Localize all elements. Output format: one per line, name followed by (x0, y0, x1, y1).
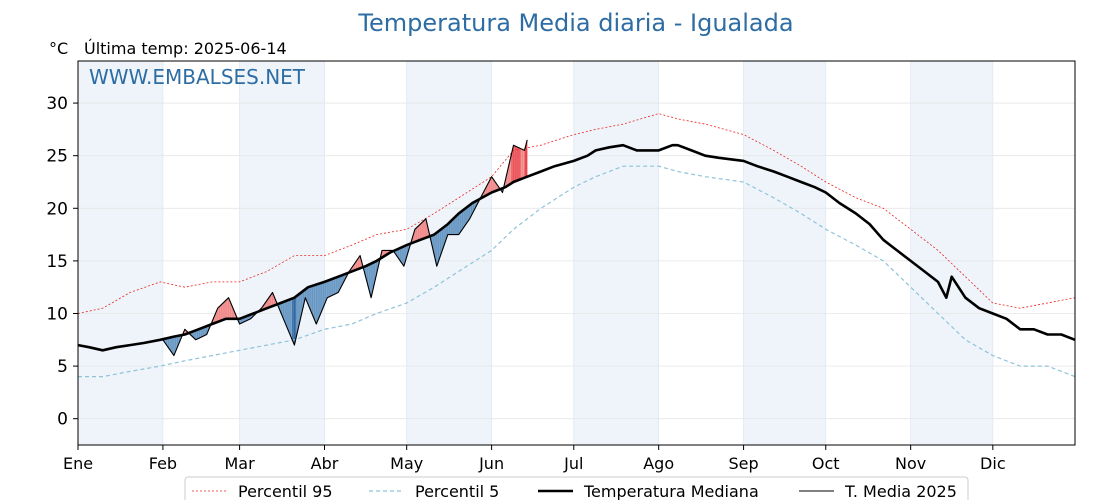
x-tick-label: Ago (643, 454, 674, 473)
anomaly-segment (332, 277, 335, 296)
x-axis-ticks: Ene Feb Mar Abr May Jun Jul Ago Sep Oct Nov Dic (63, 445, 1006, 473)
y-tick-label: 5 (57, 357, 68, 377)
anomaly-segment (328, 279, 332, 298)
month-band (573, 61, 659, 445)
month-band (910, 61, 993, 445)
anomaly-segment (221, 302, 224, 321)
anomaly-segment (288, 298, 291, 337)
anomaly-segment (219, 304, 222, 322)
anomaly-segment (520, 148, 523, 180)
legend-label: T. Media 2025 (844, 482, 957, 500)
anomaly-segment (516, 146, 520, 181)
month-band (239, 61, 325, 445)
anomaly-segment (316, 283, 319, 325)
month-band (78, 61, 163, 445)
anomaly-segment (222, 300, 226, 321)
anomaly-segment (327, 279, 330, 299)
y-tick-label: 25 (46, 147, 68, 167)
series-lines (77, 113, 1076, 378)
anomaly-segment (420, 221, 423, 241)
series-line-p5 (78, 165, 1076, 378)
x-tick-label: Feb (149, 454, 177, 473)
x-tick-label: Dic (980, 454, 1006, 473)
legend: Percentil 95 Percentil 5 Temperatura Media… (184, 476, 969, 500)
y-unit-label: °C (49, 39, 68, 58)
anomaly-segment (334, 277, 337, 295)
x-tick-label: Nov (895, 454, 926, 473)
anomaly-segment (312, 284, 315, 320)
anomaly-segment (224, 298, 228, 320)
anomaly-segment (314, 284, 317, 325)
x-tick-label: Abr (311, 454, 339, 473)
anomaly-segment (226, 297, 229, 319)
legend-label: Temperatura Mediana (583, 482, 759, 500)
legend-box (184, 476, 969, 500)
y-tick-label: 10 (46, 304, 68, 324)
anomaly-segment (292, 297, 295, 346)
month-band (743, 61, 826, 445)
anomaly-segment (290, 298, 293, 341)
plot-frame (77, 60, 1076, 446)
month-band (406, 61, 492, 445)
legend-label: Percentil 5 (415, 482, 499, 500)
anomaly-segment (522, 149, 525, 179)
legend-label: Percentil 95 (238, 482, 333, 500)
anomaly-segment (416, 225, 419, 242)
anomaly-segment (422, 220, 425, 240)
x-tick-label: Oct (812, 454, 840, 473)
anomaly-segment (336, 276, 339, 294)
y-axis-ticks: 0 5 10 15 20 25 30 (46, 94, 78, 430)
series-line-median (77, 143, 1076, 352)
x-tick-label: Jun (478, 454, 504, 473)
anomaly-segment (423, 218, 427, 239)
x-tick-label: May (390, 454, 423, 473)
last-temp-label: Última temp: 2025-06-14 (84, 39, 287, 58)
watermark: WWW.EMBALSES.NET (89, 65, 306, 89)
anomaly-segment (418, 223, 421, 241)
series-line-current (162, 139, 528, 357)
x-tick-label: Mar (225, 454, 256, 473)
x-tick-label: Ene (63, 454, 93, 473)
x-tick-label: Jul (563, 454, 583, 473)
y-tick-label: 0 (57, 410, 68, 430)
y-tick-label: 15 (46, 252, 68, 272)
y-tick-label: 20 (46, 199, 68, 219)
series-line-p95 (77, 113, 1076, 314)
anomaly-segment (317, 283, 321, 320)
x-tick-label: Sep (729, 454, 759, 473)
chart-title: Temperatura Media diaria - Igualada (357, 9, 793, 37)
anomaly-segment (458, 211, 461, 236)
grid-lines (77, 61, 1075, 445)
anomaly-segment (330, 278, 333, 297)
anomaly-segment (518, 147, 522, 181)
month-bands (78, 61, 993, 445)
y-tick-label: 30 (46, 94, 68, 114)
anomaly-segment (515, 145, 518, 182)
